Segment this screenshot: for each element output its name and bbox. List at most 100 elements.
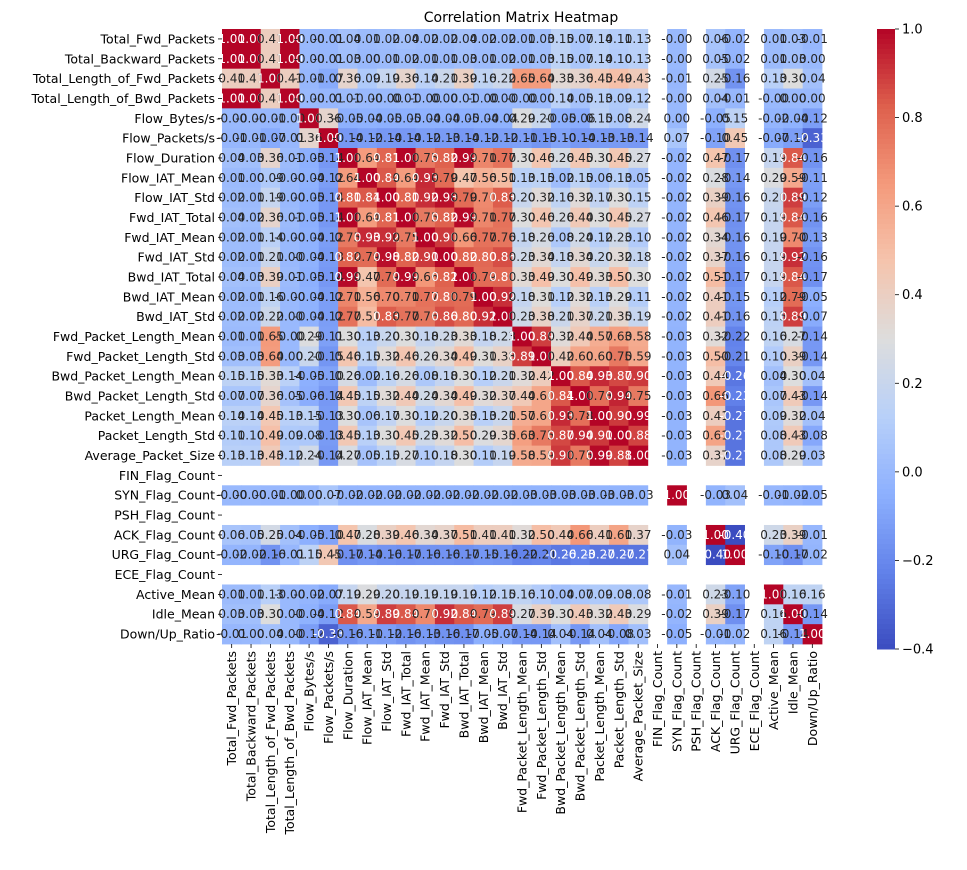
column-label: Flow_IAT_Mean [360,651,375,745]
heatmap-cell [802,485,823,506]
heatmap-cell [376,148,397,169]
colorbar-segment [877,624,895,630]
heatmap-cell [783,386,804,407]
cell-annotation: -0.01 [797,32,828,46]
heatmap-cell [609,306,629,327]
heatmap-cell [260,286,281,308]
heatmap-cell [628,524,649,546]
heatmap-cell [434,366,455,387]
cell-annotation: 0.33 [547,72,574,86]
colorbar-segment [877,104,895,110]
column-label: Bwd_Packet_Length_Mean [553,651,568,815]
cell-annotation: -0.10 [545,131,576,145]
heatmap-cell [299,524,320,546]
heatmap-cell [473,267,494,288]
heatmap-cell [415,425,436,447]
cell-annotation: -0.04 [429,111,460,125]
cell-annotation: 0.99 [451,151,478,165]
cell-annotation: 1.00 [276,91,303,105]
heatmap-cell [454,286,475,308]
colorbar-segment [877,294,895,300]
heatmap-cell [260,405,281,427]
heatmap-cell [667,88,687,109]
heatmap-cell [299,267,320,288]
cell-annotation: 0.17 [586,191,613,205]
colorbar-segment [877,159,895,165]
heatmap-cell [570,128,591,149]
cell-annotation: 0.02 [412,32,439,46]
cell-annotation: 0.13 [760,72,787,86]
heatmap-cell [570,187,591,208]
cell-annotation: -0.15 [526,131,557,145]
cell-annotation: -0.10 [700,131,731,145]
heatmap-cell [222,247,242,268]
heatmap-cell [492,425,513,447]
heatmap-cell [725,167,745,189]
cell-annotation: 0.71 [470,210,497,224]
heatmap-cell [454,386,475,407]
heatmap-cell [589,286,610,308]
heatmap-cell [609,128,629,149]
colorbar-segment [877,569,895,575]
cell-annotation: 0.46 [528,151,555,165]
heatmap-cell [628,604,649,625]
cell-annotation: -0.33 [797,131,828,145]
colorbar-segment [877,34,895,40]
heatmap-cell [725,68,745,89]
heatmap-cell [628,386,649,407]
heatmap-cell [551,524,571,546]
heatmap-cell [260,425,281,447]
heatmap-cell [589,48,610,70]
cell-annotation: -0.12 [777,131,808,145]
heatmap-cell [551,584,571,605]
heatmap-cell [667,108,687,129]
heatmap-cell [299,306,320,327]
heatmap-cell [667,187,687,208]
heatmap-cell [609,405,629,427]
heatmap-cell [609,88,629,109]
cell-annotation: 0.05 [625,171,652,185]
colorbar-segment [877,429,895,435]
cell-annotation: 0.02 [393,52,420,66]
heatmap-cell [473,624,494,645]
heatmap-cell [531,604,552,625]
heatmap-cell [280,48,300,70]
column-label: Fwd_Packet_Length_Mean [515,651,530,813]
heatmap-cell [396,445,416,466]
heatmap-cell [434,485,455,506]
heatmap-cell [222,48,242,70]
heatmap-cell [222,306,242,327]
cell-annotation: -0.14 [797,607,828,621]
heatmap-cell [357,306,378,327]
colorbar: −0.4 −0.2 0.0 0.2 0.4 0.6 0.8 1.0 [877,23,934,658]
colorbar-segment [877,639,895,645]
row-label: Packet_Length_Std [98,428,215,443]
heatmap-cell [725,48,745,70]
heatmap-cell [318,346,339,367]
cell-annotation: 1.00 [238,91,265,105]
heatmap-cell [705,68,726,89]
heatmap-cell [454,29,475,50]
cell-annotation: 0.00 [663,111,690,125]
heatmap-cell [222,326,242,347]
heatmap-cell [241,326,262,347]
heatmap-cell [551,405,571,427]
heatmap-cell [222,584,242,605]
cell-annotation: 0.84 [373,171,400,185]
cell-annotation: -0.01 [661,72,692,86]
colorbar-segment [877,244,895,250]
heatmap-cell [492,445,513,466]
heatmap-cell [222,128,242,149]
heatmap-cell [609,524,629,546]
colorbar-segment [877,139,895,145]
heatmap-cell [783,366,804,387]
cell-annotation: 0.26 [547,210,574,224]
cell-annotation: 1.00 [296,111,323,125]
heatmap-cell [338,584,358,605]
colorbar-segment [877,79,895,85]
heatmap-cell [299,425,320,447]
heatmap-cell [667,544,687,566]
heatmap-cell [570,624,591,645]
cell-annotation: 0.46 [528,210,555,224]
colorbar-segment [877,509,895,515]
